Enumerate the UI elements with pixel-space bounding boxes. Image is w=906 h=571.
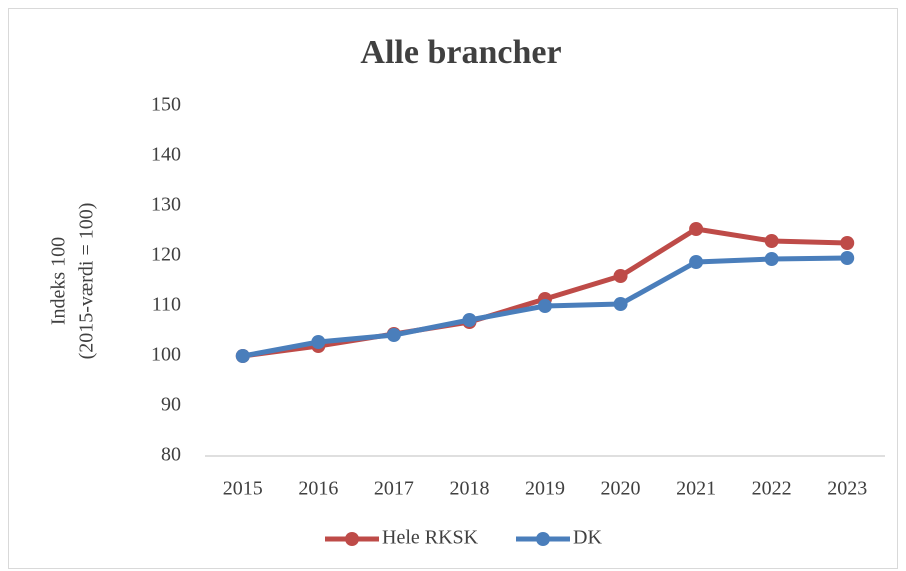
data-point	[689, 222, 704, 236]
y-tick-label: 110	[152, 294, 181, 316]
chart-border	[8, 8, 898, 569]
legend-marker	[536, 532, 550, 546]
x-tick-label: 2023	[827, 478, 867, 500]
data-point	[840, 236, 855, 250]
x-tick-label: 2015	[223, 478, 263, 500]
data-point	[613, 269, 628, 283]
data-point	[235, 349, 250, 363]
x-tick-label: 2016	[298, 478, 338, 500]
legend-label: Hele RKSK	[382, 527, 479, 549]
y-axis-label: (2015-værdi = 100)	[76, 203, 98, 360]
x-tick-label: 2020	[601, 478, 641, 500]
chart-title: Alle brancher	[360, 34, 561, 71]
y-tick-label: 90	[161, 394, 181, 416]
y-tick-label: 130	[151, 194, 181, 216]
data-point	[613, 297, 628, 311]
data-point	[764, 234, 779, 248]
data-point	[840, 251, 855, 265]
data-point	[689, 255, 704, 269]
y-axis-label: Indeks 100	[48, 237, 70, 325]
x-tick-label: 2019	[525, 478, 565, 500]
data-point	[386, 328, 401, 342]
data-point	[764, 252, 779, 266]
x-tick-label: 2021	[676, 478, 716, 500]
y-tick-label: 150	[151, 94, 181, 116]
data-point	[311, 335, 326, 349]
y-tick-label: 100	[151, 344, 181, 366]
data-point	[538, 299, 552, 313]
data-point	[462, 313, 477, 327]
x-tick-label: 2022	[752, 478, 792, 500]
legend-label: DK	[573, 527, 602, 549]
x-tick-label: 2017	[374, 478, 414, 500]
x-tick-label: 2018	[449, 478, 489, 500]
legend-marker	[345, 532, 359, 546]
y-tick-label: 80	[161, 444, 181, 466]
y-tick-label: 120	[151, 244, 181, 266]
y-tick-label: 140	[151, 144, 181, 166]
